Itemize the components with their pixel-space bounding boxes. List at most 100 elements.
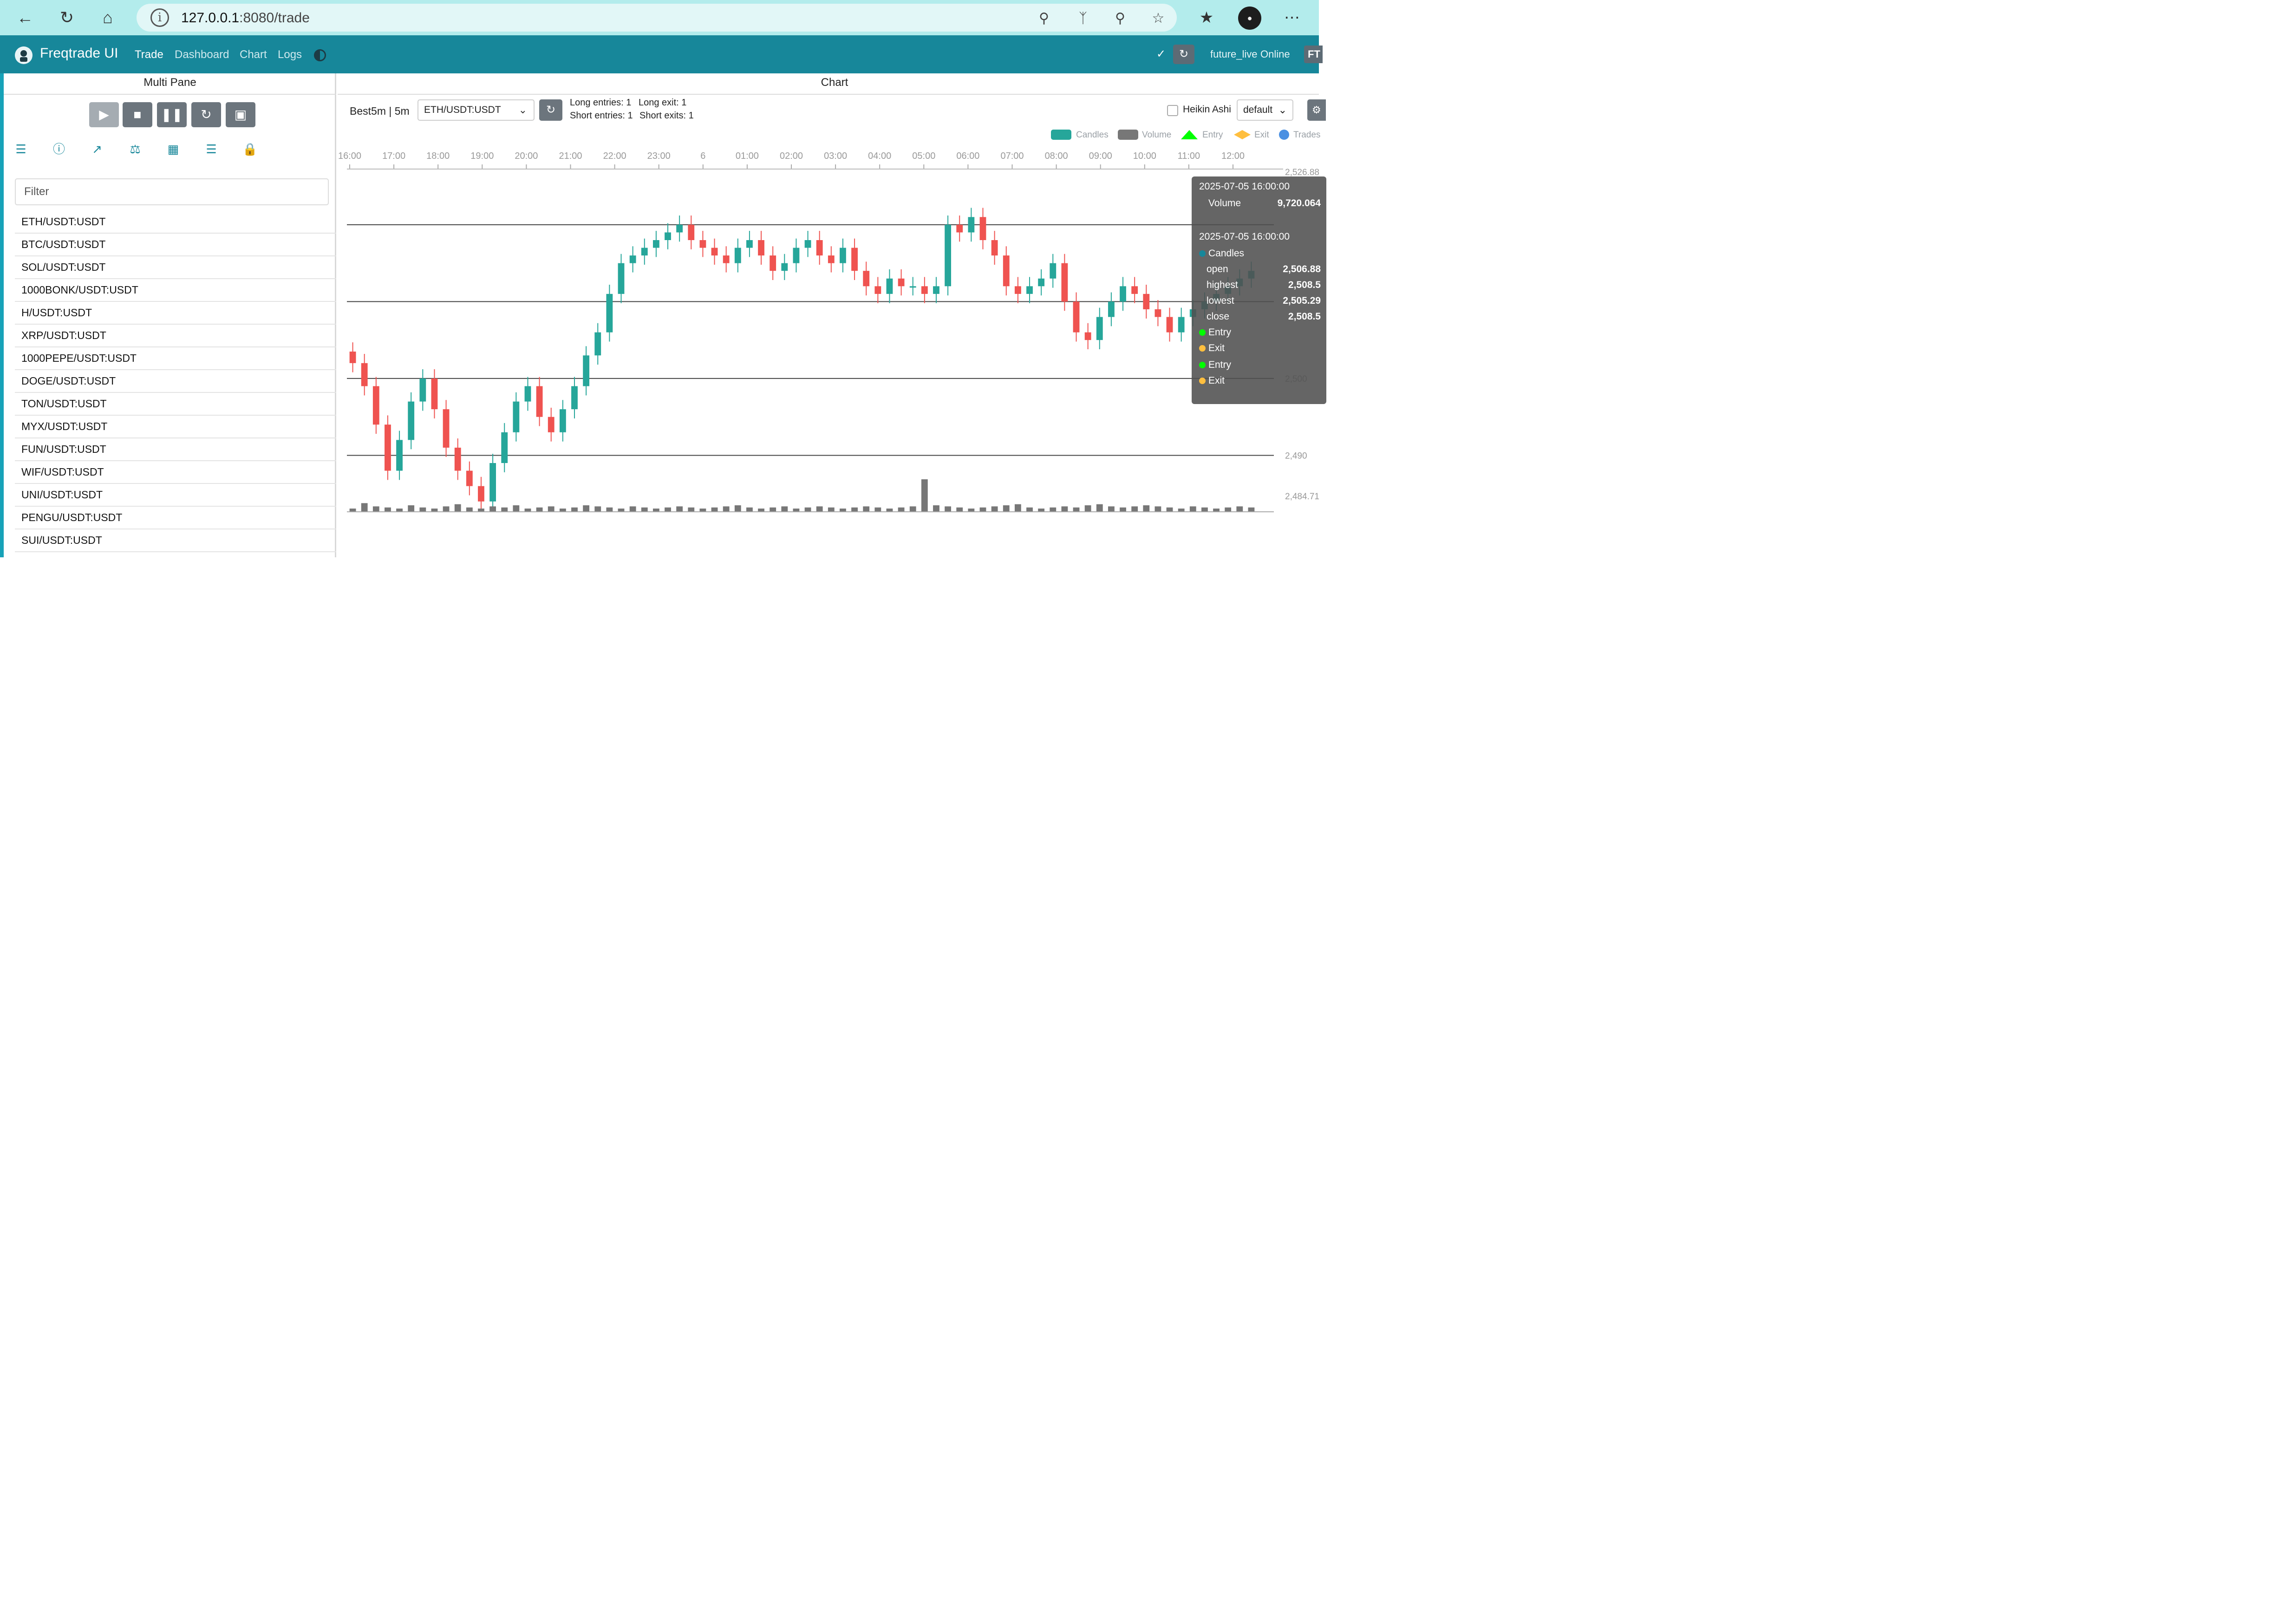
nav-dashboard[interactable]: Dashboard [175,48,229,61]
heikin-ashi-checkbox[interactable] [1167,105,1178,116]
pair-list-item[interactable]: SUI/USDT:USDT [15,529,336,552]
candle-body[interactable] [828,255,835,263]
candle-body[interactable] [419,378,426,402]
info-icon[interactable]: i [150,8,169,27]
reload-bot-button[interactable]: ↻ [1173,45,1194,64]
pair-select[interactable]: ETH/USDT:USDT ⌄ [417,99,535,121]
candle-body[interactable] [513,401,520,432]
candle-body[interactable] [548,417,554,432]
candle-body[interactable] [1143,294,1150,309]
candle-body[interactable] [734,248,741,263]
bot-menu-badge[interactable]: FT [1304,46,1323,63]
candle-body[interactable] [676,224,683,233]
candle-body[interactable] [583,355,590,386]
pair-filter-input[interactable] [15,178,329,205]
candle-body[interactable] [1096,317,1103,340]
pair-list-item[interactable]: SOL/USDT:USDT [15,256,336,279]
candle-body[interactable] [431,378,438,410]
candle-body[interactable] [979,217,986,240]
chart-refresh-button[interactable]: ↻ [539,99,562,121]
bot-name[interactable]: future_live [1210,48,1258,60]
candle-body[interactable] [770,255,776,271]
candle-body[interactable] [840,248,846,263]
freqtrade-logo-icon[interactable] [14,46,33,65]
candle-body[interactable] [396,440,403,471]
candle-body[interactable] [898,278,905,287]
candle-body[interactable] [746,240,753,248]
candle-body[interactable] [372,386,379,425]
plot-config-gear-button[interactable]: ⚙ [1307,99,1326,121]
candle-body[interactable] [501,432,508,463]
key-icon[interactable]: ⚲ [1039,11,1049,26]
candle-body[interactable] [665,232,671,240]
stop-bot-button[interactable]: ■ [123,102,152,127]
candle-body[interactable] [1061,263,1068,302]
candle-body[interactable] [851,248,858,271]
favorites-icon[interactable]: ★ [1199,9,1214,26]
candle-body[interactable] [454,447,461,471]
candle-body[interactable] [956,224,963,233]
candle-body[interactable] [385,424,391,471]
locks-tab-icon[interactable]: 🔒 [242,142,258,156]
candle-body[interactable] [991,240,998,256]
pairlist-tab-icon[interactable]: ☰ [15,142,26,156]
balance-tab-icon[interactable]: ⚖ [130,142,141,156]
nav-trade[interactable]: Trade [135,48,163,61]
profile-avatar[interactable]: ● [1238,7,1261,30]
stats-tab-icon[interactable]: ▦ [167,142,179,156]
candle-body[interactable] [1003,255,1010,287]
pair-list-item[interactable]: 1000BONK/USDT:USDT [15,279,336,302]
candle-body[interactable] [652,240,659,248]
candle-body[interactable] [361,363,368,386]
candle-body[interactable] [909,286,916,288]
candle-body[interactable] [1073,301,1080,333]
start-bot-button[interactable]: ▶ [89,102,119,127]
candle-body[interactable] [1084,332,1091,340]
app-title[interactable]: Freqtrade UI [40,46,118,61]
candle-body[interactable] [443,409,450,448]
star-icon[interactable]: ☆ [1152,11,1165,26]
candle-body[interactable] [816,240,823,256]
info-tab-icon[interactable]: ⓘ [52,142,65,156]
candle-body[interactable] [874,286,881,294]
translate-icon[interactable]: ᛉ [1079,11,1087,26]
legend-trades[interactable]: Trades [1293,130,1321,140]
candle-body[interactable] [1155,309,1161,317]
nav-chart[interactable]: Chart [240,48,267,61]
candle-body[interactable] [804,240,811,248]
candle-body[interactable] [933,286,939,294]
pair-list-item[interactable]: H/USDT:USDT [15,302,336,325]
candle-body[interactable] [618,263,625,294]
candle-body[interactable] [688,224,695,240]
pair-list-item[interactable]: 1000PEPE/USDT:USDT [15,347,336,370]
candle-body[interactable] [781,263,788,271]
pair-list-item[interactable]: MYX/USDT:USDT [15,416,336,438]
candle-body[interactable] [571,386,578,410]
pair-list-item[interactable]: ETH/USDT:USDT [15,211,336,234]
home-icon[interactable]: ⌂ [103,8,113,27]
back-icon[interactable]: ← [17,8,33,27]
pair-list-item[interactable]: PENGU/USDT:USDT [15,507,336,529]
candle-body[interactable] [559,409,566,432]
legend-exit[interactable]: Exit [1254,130,1269,140]
candle-body[interactable] [1120,286,1126,302]
pause-bot-button[interactable]: ❚❚ [157,102,187,127]
url-text[interactable]: 127.0.0.1:8080/trade [181,10,310,26]
more-icon[interactable]: ⋯ [1284,9,1300,26]
candle-body[interactable] [1108,301,1115,317]
theme-toggle-icon[interactable] [314,49,326,61]
candle-body[interactable] [1014,286,1021,294]
candle-body[interactable] [466,470,473,486]
reload-config-button[interactable]: ↻ [191,102,221,127]
candle-body[interactable] [1178,317,1185,333]
candle-body[interactable] [489,463,496,502]
pair-list-item[interactable]: UNI/USDT:USDT [15,484,336,507]
candle-body[interactable] [758,240,764,256]
candle-body[interactable] [863,271,870,287]
candlestick-chart[interactable]: 16:00 17:00 18:00 19:00 20:00 21:00 22:00 23:00… [338,143,1319,557]
zoom-icon[interactable]: ⚲ [1115,11,1125,26]
performance-tab-icon[interactable]: ↗ [92,142,102,156]
candle-body[interactable] [641,248,648,256]
candle-body[interactable] [711,248,718,256]
candle-body[interactable] [408,401,415,440]
